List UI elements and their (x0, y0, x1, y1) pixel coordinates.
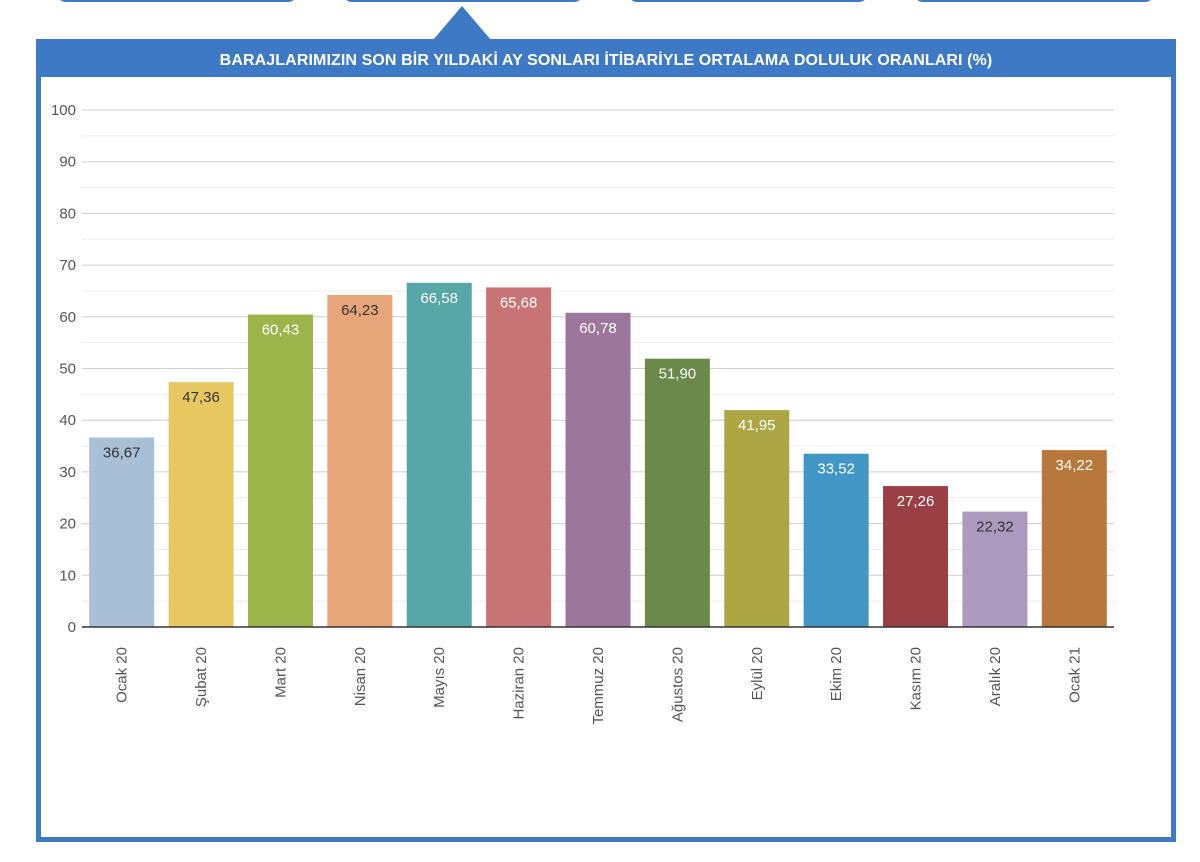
y-tick-label: 40 (59, 412, 76, 429)
active-tab-pointer (433, 6, 491, 40)
data-label: 64,23 (341, 302, 379, 319)
data-label: 22,32 (976, 519, 1014, 536)
bar (168, 382, 234, 627)
x-tick-label: Temmuz 20 (590, 647, 607, 725)
bar (644, 358, 710, 627)
x-tick-label: Ocak 20 (114, 647, 131, 703)
data-label: 66,58 (420, 290, 458, 307)
bar (962, 511, 1028, 627)
data-label: 60,78 (579, 320, 617, 337)
y-tick-label: 20 (59, 516, 76, 533)
data-label: 51,90 (659, 366, 697, 383)
data-label: 27,26 (897, 493, 935, 510)
x-tick-label: Aralık 20 (987, 647, 1004, 706)
bar (89, 437, 155, 627)
data-label: 60,43 (262, 322, 300, 339)
bar (724, 410, 790, 627)
data-label: 65,68 (500, 294, 538, 311)
x-tick-label: Ekim 20 (828, 647, 845, 701)
x-tick-label: Şubat 20 (193, 647, 210, 707)
bar (406, 282, 472, 627)
data-label: 47,36 (182, 389, 220, 406)
chart-title: BARAJLARIMIZIN SON BİR YILDAKİ AY SONLAR… (41, 44, 1171, 77)
bar (327, 294, 393, 627)
x-tick-label: Nisan 20 (352, 647, 369, 706)
x-tick-label: Ocak 21 (1066, 647, 1083, 703)
y-tick-label: 80 (59, 205, 76, 222)
x-tick-label: Kasım 20 (908, 647, 925, 710)
data-label: 33,52 (817, 461, 855, 478)
y-tick-label: 60 (59, 309, 76, 326)
x-tick-label: Haziran 20 (511, 647, 528, 720)
bar (247, 314, 313, 627)
y-tick-label: 100 (51, 102, 76, 119)
y-tick-label: 0 (68, 619, 76, 636)
y-tick-label: 90 (59, 154, 76, 171)
bar (565, 312, 631, 627)
y-tick-label: 10 (59, 567, 76, 584)
bar (883, 486, 949, 627)
y-tick-label: 70 (59, 257, 76, 274)
bar (803, 453, 869, 627)
y-tick-label: 30 (59, 464, 76, 481)
x-tick-label: Ağustos 20 (669, 647, 686, 722)
data-label: 34,22 (1056, 457, 1094, 474)
bar (1041, 450, 1107, 627)
y-tick-label: 50 (59, 361, 76, 378)
x-tick-label: Mayıs 20 (431, 647, 448, 708)
data-label: 36,67 (103, 444, 141, 461)
x-tick-label: Mart 20 (272, 647, 289, 698)
x-tick-label: Eylül 20 (749, 647, 766, 700)
bar (486, 287, 552, 627)
data-label: 41,95 (738, 417, 776, 434)
